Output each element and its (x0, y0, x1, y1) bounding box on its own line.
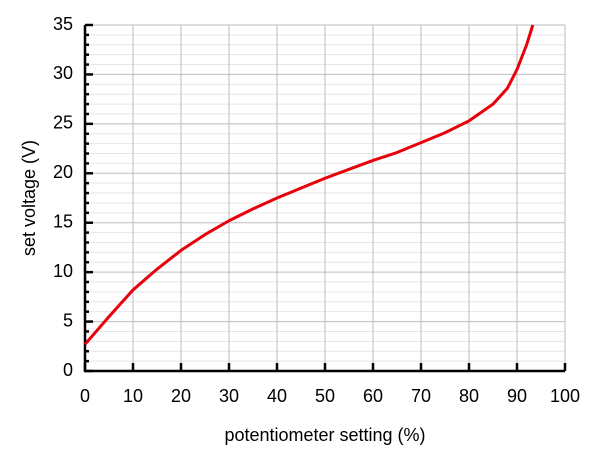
x-tick-label: 100 (550, 386, 580, 406)
x-tick-label: 20 (171, 386, 191, 406)
y-tick-label: 0 (63, 360, 73, 380)
y-tick-label: 35 (53, 14, 73, 34)
x-tick-label: 0 (80, 386, 90, 406)
y-tick-label: 5 (63, 310, 73, 330)
y-tick-label: 30 (53, 63, 73, 83)
x-tick-label: 30 (219, 386, 239, 406)
y-tick-label: 15 (53, 211, 73, 231)
y-axis-label: set voltage (V) (19, 140, 39, 256)
x-tick-label: 50 (315, 386, 335, 406)
x-axis-label: potentiometer setting (%) (224, 425, 425, 445)
x-tick-label: 70 (411, 386, 431, 406)
y-tick-label: 25 (53, 113, 73, 133)
y-tick-label: 10 (53, 261, 73, 281)
y-tick-label: 20 (53, 162, 73, 182)
x-tick-label: 80 (459, 386, 479, 406)
x-tick-label: 10 (123, 386, 143, 406)
x-tick-label: 40 (267, 386, 287, 406)
line (83, 24, 535, 346)
x-tick-label: 90 (507, 386, 527, 406)
x-tick-label: 60 (363, 386, 383, 406)
